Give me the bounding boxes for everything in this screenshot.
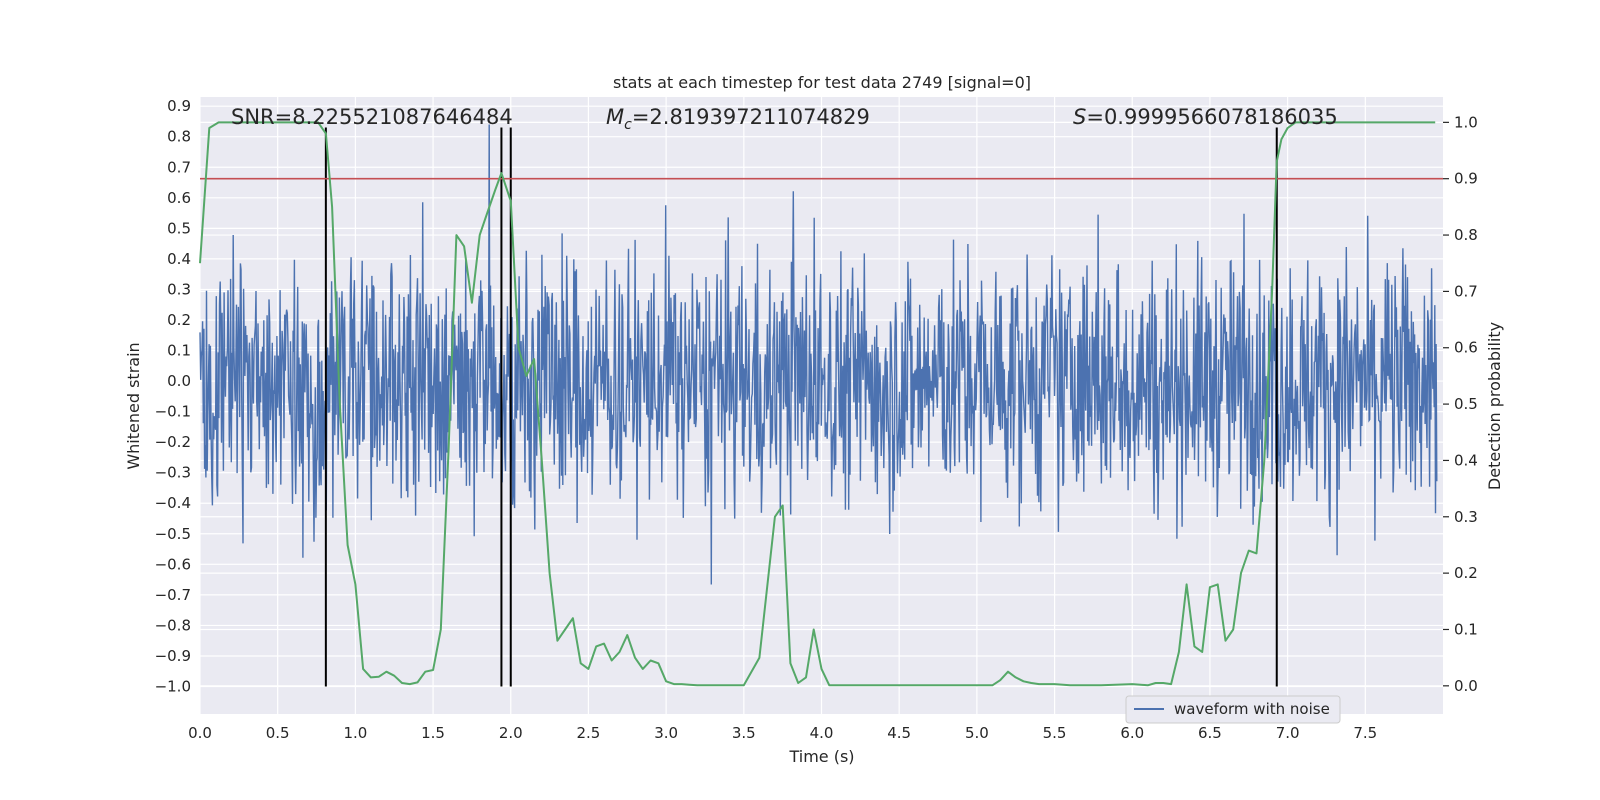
- x-tick-label: 3.0: [654, 724, 678, 742]
- waveform-with-noise-series: [199, 124, 1438, 585]
- y2-tick-label: 0.4: [1454, 451, 1478, 469]
- x-tick-label: 2.0: [499, 724, 523, 742]
- vertical-markers: [324, 127, 1278, 687]
- s-annotation: S=0.9999566078186035: [1073, 105, 1338, 129]
- x-tick-label: 5.0: [965, 724, 989, 742]
- y-tick-label: 0.3: [167, 280, 191, 298]
- x-axis-label: Time (s): [788, 747, 854, 766]
- y2-tick-label: 0.5: [1454, 395, 1478, 413]
- s-value: =0.9999566078186035: [1086, 105, 1337, 129]
- chirp-mass-annotation: Mc=2.819397211074829: [606, 105, 870, 133]
- y-tick-label: 0.4: [167, 250, 191, 268]
- x-tick-label: 6.5: [1198, 724, 1222, 742]
- x-tick-label: 4.5: [887, 724, 911, 742]
- x-tick-label: 0.5: [266, 724, 290, 742]
- x-tick-label: 4.0: [810, 724, 834, 742]
- snr-annotation: SNR=8.225521087646484: [231, 105, 513, 129]
- y2-tick-label: 1.0: [1454, 113, 1478, 131]
- s-symbol: S: [1073, 105, 1086, 129]
- y2-axis-ticks: 1.0 0.9 0.8 0.7 0.6 0.5 0.4 0.3 0.2 0.1 0.0: [1443, 113, 1478, 695]
- y-tick-label: −0.5: [155, 525, 191, 543]
- detection-probability-line: [199, 121, 1436, 687]
- y2-tick-label: 0.3: [1454, 508, 1478, 526]
- y2-tick-label: 0.7: [1454, 282, 1478, 300]
- y-tick-label: 0.6: [167, 189, 191, 207]
- x-tick-label: 6.0: [1120, 724, 1144, 742]
- y-tick-label: −1.0: [155, 678, 191, 696]
- x-axis-ticks: 0.0 0.5 1.0 1.5 2.0 2.5 3.0 3.5 4.0 4.5 5.0 5.5 6.0 6…: [188, 724, 1377, 742]
- y-tick-label: −0.6: [155, 555, 191, 573]
- legend-label: waveform with noise: [1174, 700, 1330, 718]
- x-tick-label: 1.0: [343, 724, 367, 742]
- y-tick-label: −0.4: [155, 494, 191, 512]
- legend-box: [1125, 695, 1341, 724]
- y-tick-label: −0.9: [155, 647, 191, 665]
- y2-axis-label: Detection probability: [1485, 322, 1504, 490]
- y-axis-label: Whitened strain: [124, 342, 143, 469]
- y-tick-label: 0.0: [167, 372, 191, 390]
- y2-tick-label: 0.0: [1454, 677, 1478, 695]
- y-tick-label: 0.7: [167, 158, 191, 176]
- x-tick-label: 0.0: [188, 724, 212, 742]
- y-tick-label: 0.2: [167, 311, 191, 329]
- y-tick-label: −0.8: [155, 616, 191, 634]
- chart-title: stats at each timestep for test data 274…: [613, 73, 1031, 92]
- y-tick-label: −0.2: [155, 433, 191, 451]
- y2-tick-label: 0.8: [1454, 226, 1478, 244]
- chirp-mass-subscript: c: [624, 117, 632, 133]
- y-tick-label: 0.9: [167, 97, 191, 115]
- y-tick-label: 0.5: [167, 219, 191, 237]
- y-tick-label: −0.1: [155, 403, 191, 421]
- y2-tick-label: 0.6: [1454, 339, 1478, 357]
- y2-tick-label: 0.2: [1454, 564, 1478, 582]
- x-tick-label: 1.5: [421, 724, 445, 742]
- y2-tick-label: 0.9: [1454, 170, 1478, 188]
- y-tick-label: −0.7: [155, 586, 191, 604]
- y-axis-ticks: 0.9 0.8 0.7 0.6 0.5 0.4 0.3 0.2 0.1 0.0 −0.1 −0.2 −0…: [155, 97, 191, 695]
- x-tick-label: 7.5: [1353, 724, 1377, 742]
- x-tick-label: 2.5: [577, 724, 601, 742]
- y2-tick-label: 0.1: [1454, 620, 1478, 638]
- detection-probability-series: [199, 121, 1436, 687]
- noise-waveform-line: [199, 124, 1438, 585]
- chirp-mass-value: =2.819397211074829: [632, 105, 870, 129]
- x-tick-label: 3.5: [732, 724, 756, 742]
- x-tick-label: 7.0: [1276, 724, 1300, 742]
- x-tick-label: 5.5: [1043, 724, 1067, 742]
- chirp-mass-symbol: M: [606, 105, 624, 129]
- y-tick-label: 0.8: [167, 128, 191, 146]
- legend: waveform with noise: [1125, 695, 1341, 724]
- y-tick-label: −0.3: [155, 464, 191, 482]
- y-tick-label: 0.1: [167, 342, 191, 360]
